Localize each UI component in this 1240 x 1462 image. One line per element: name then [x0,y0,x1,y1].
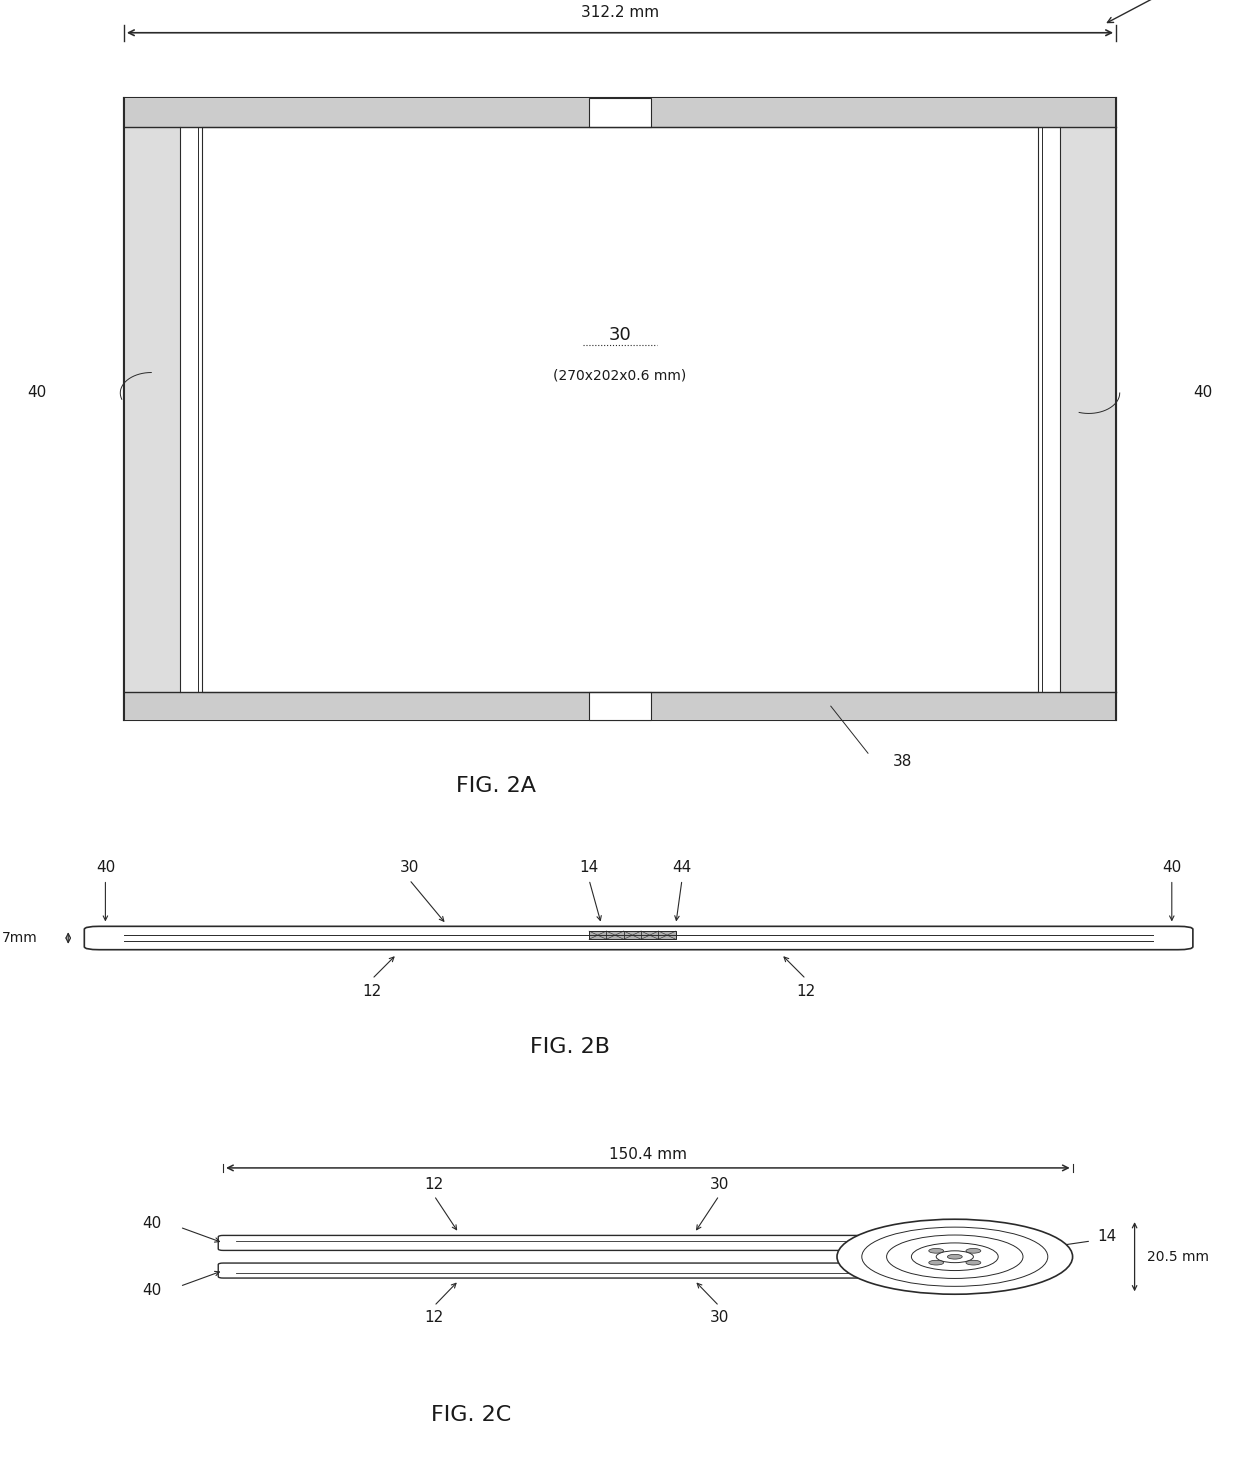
Text: 30: 30 [399,860,419,874]
Text: 40: 40 [1193,386,1213,401]
Text: 14: 14 [1097,1230,1117,1244]
Text: 12: 12 [424,1177,444,1192]
Bar [589,931,676,939]
Bar [202,127,1038,692]
Text: FIG. 2A: FIG. 2A [456,776,536,795]
Text: 40: 40 [1162,860,1182,874]
Text: FIG. 2B: FIG. 2B [531,1038,610,1057]
Bar [589,98,651,127]
Text: 150.4 mm: 150.4 mm [609,1148,687,1162]
Text: 30: 30 [609,326,631,344]
Text: 12: 12 [362,984,382,999]
FancyBboxPatch shape [218,1235,898,1250]
Text: 40: 40 [95,860,115,874]
Circle shape [947,1254,962,1259]
Text: 40: 40 [27,386,47,401]
Bar [589,692,651,721]
FancyBboxPatch shape [218,1263,898,1278]
Polygon shape [124,98,1116,127]
Circle shape [837,1219,1073,1294]
FancyBboxPatch shape [84,927,1193,950]
Text: 30: 30 [709,1177,729,1192]
Text: 44: 44 [672,860,692,874]
Text: 38: 38 [893,754,913,769]
Text: 40: 40 [141,1282,161,1298]
Text: 312.2 mm: 312.2 mm [580,6,660,20]
Circle shape [929,1260,944,1265]
Polygon shape [124,692,1116,721]
Polygon shape [124,127,180,692]
Text: FIG. 2C: FIG. 2C [432,1405,511,1424]
Text: 40: 40 [141,1216,161,1231]
Text: (270x202x0.6 mm): (270x202x0.6 mm) [553,368,687,383]
Polygon shape [1060,127,1116,692]
Circle shape [929,1249,944,1253]
Text: 14: 14 [579,860,599,874]
Text: 12: 12 [424,1310,444,1325]
Circle shape [966,1260,981,1265]
Circle shape [966,1249,981,1253]
Text: 7mm: 7mm [1,931,37,944]
Text: 12: 12 [796,984,816,999]
Bar [124,98,1116,721]
Text: 20.5 mm: 20.5 mm [1147,1250,1209,1263]
Text: 30: 30 [709,1310,729,1325]
